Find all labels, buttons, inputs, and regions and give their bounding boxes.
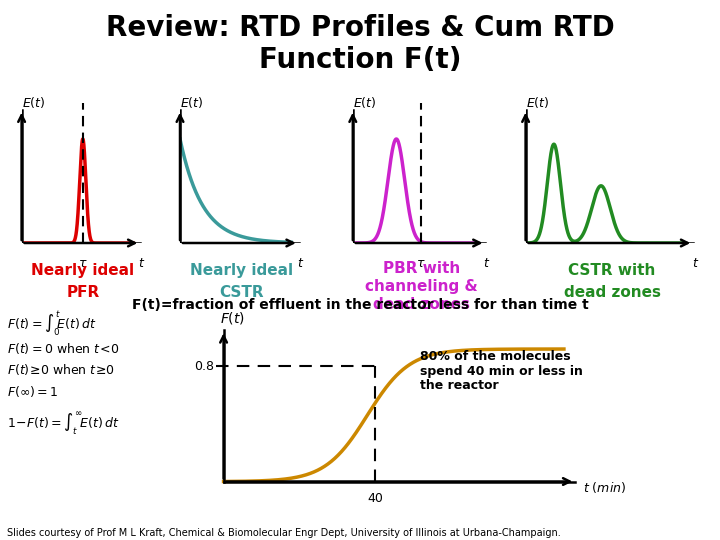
Text: channeling &: channeling & (365, 279, 477, 294)
Text: Nearly ideal: Nearly ideal (189, 264, 293, 279)
Text: $\tau$: $\tau$ (78, 256, 88, 269)
Text: $t$: $t$ (483, 256, 491, 269)
Text: PBR with: PBR with (382, 261, 460, 276)
Text: Slides courtesy of Prof M L Kraft, Chemical & Biomolecular Engr Dept, University: Slides courtesy of Prof M L Kraft, Chemi… (7, 528, 561, 538)
Text: spend 40 min or less in: spend 40 min or less in (420, 365, 583, 378)
Text: $E(t)$: $E(t)$ (180, 95, 204, 110)
Text: PFR: PFR (66, 285, 99, 300)
Text: $t$: $t$ (138, 256, 145, 269)
Text: F(t)=fraction of effluent in the reactor less for than time t: F(t)=fraction of effluent in the reactor… (132, 298, 588, 312)
Text: $t$: $t$ (297, 256, 304, 269)
Text: $E(t)$: $E(t)$ (353, 95, 377, 110)
Text: 40: 40 (367, 491, 383, 504)
Text: $F(t) = 0$ when $t\!<\!0$: $F(t) = 0$ when $t\!<\!0$ (7, 341, 120, 356)
Text: Review: RTD Profiles & Cum RTD
Function F(t): Review: RTD Profiles & Cum RTD Function … (106, 14, 614, 74)
Text: the reactor: the reactor (420, 379, 499, 392)
Text: $F(t)$: $F(t)$ (220, 310, 245, 326)
Text: $F(t)\!\geq\!0$ when $t\!\geq\!0$: $F(t)\!\geq\!0$ when $t\!\geq\!0$ (7, 362, 115, 377)
Text: dead zones: dead zones (373, 297, 469, 312)
Text: $F(\infty) = 1$: $F(\infty) = 1$ (7, 384, 58, 399)
Text: $1\!-\!F(t) = \int_t^\infty\!E(t)\,dt$: $1\!-\!F(t) = \int_t^\infty\!E(t)\,dt$ (7, 410, 120, 437)
Text: $t$: $t$ (692, 256, 699, 269)
Text: CSTR with: CSTR with (568, 264, 656, 279)
Text: 0.8: 0.8 (194, 360, 214, 373)
Text: 80% of the molecules: 80% of the molecules (420, 350, 571, 363)
Text: $\tau$: $\tau$ (416, 256, 426, 269)
Text: $E(t)$: $E(t)$ (22, 95, 45, 110)
Text: dead zones: dead zones (564, 285, 660, 300)
Text: $F(t) = \int_0^t\!E(t)\,dt$: $F(t) = \int_0^t\!E(t)\,dt$ (7, 309, 96, 339)
Text: Nearly ideal: Nearly ideal (31, 264, 135, 279)
Text: $t\ (min)$: $t\ (min)$ (582, 480, 626, 495)
Text: $E(t)$: $E(t)$ (526, 95, 549, 110)
Text: CSTR: CSTR (219, 285, 264, 300)
